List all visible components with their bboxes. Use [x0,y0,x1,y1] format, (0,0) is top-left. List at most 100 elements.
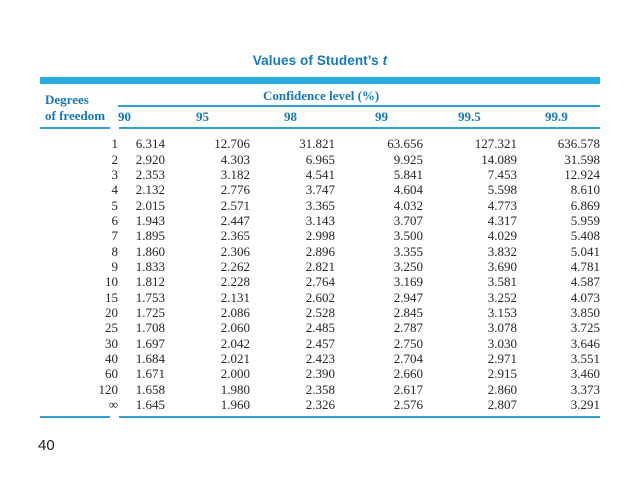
table-row: 10 1.812 2.228 2.764 3.169 3.581 4.587 [40,274,600,289]
df-cell: 9 [111,258,119,274]
t-value-cell: 2.131 [220,289,250,305]
t-value-cell: 1.860 [135,243,165,259]
t-value-cell: 3.500 [393,228,423,244]
t-value-cell: 4.073 [570,289,600,305]
df-cell: 5 [111,197,119,213]
t-value-cell: 2.920 [135,151,165,167]
table-row: 1 6.314 12.706 31.821 63.656 127.321 636.578 [40,136,601,152]
t-value-cell: 1.671 [135,366,165,382]
df-cell: 4 [111,182,119,198]
t-value-cell: 2.602 [305,289,335,305]
t-value-cell: 12.706 [214,136,250,152]
t-value-cell: 2.617 [393,381,423,397]
t-value-cell: 2.998 [305,228,335,244]
t-value-cell: 4.317 [487,212,517,228]
t-value-cell: 3.832 [487,243,517,259]
df-cell: 3 [111,166,119,182]
t-value-cell: 2.262 [220,258,250,274]
column-headers: 90 95 98 99 99.5 99.9 [0,110,638,126]
header-underline-left [40,127,110,129]
t-value-cell: 1.725 [135,304,165,320]
t-value-cell: 4.773 [487,197,517,213]
t-value-cell: 1.943 [135,212,165,228]
table-row: 15 1.753 2.131 2.602 2.947 3.252 4.073 [40,289,600,305]
t-value-cell: 5.408 [570,228,600,244]
t-value-cell: 12.924 [564,166,600,182]
t-value-cell: 1.645 [135,397,165,413]
t-value-cell: 2.660 [393,366,423,382]
t-value-cell: 3.747 [305,182,335,198]
table-row: 120 1.658 1.980 2.358 2.617 2.860 3.373 [40,381,601,397]
t-value-cell: 2.365 [220,228,250,244]
table-row: ∞ 1.645 1.960 2.326 2.576 2.807 3.291 [40,397,600,412]
t-value-cell: 9.925 [393,151,423,167]
t-value-cell: 6.314 [135,136,165,152]
t-value-cell: 4.541 [305,166,335,182]
page-number: 40 [38,437,55,454]
t-value-cell: 3.153 [487,304,517,320]
t-value-cell: 3.250 [393,258,423,274]
table-row: 6 1.943 2.447 3.143 3.707 4.317 5.959 [40,212,601,228]
t-value-cell: 1.708 [135,320,165,336]
t-value-cell: 5.959 [570,212,600,228]
df-cell: 20 [105,304,118,320]
table-row: 3 2.353 3.182 4.541 5.841 7.453 12.924 [40,166,601,182]
t-value-cell: 14.089 [481,151,517,167]
t-value-cell: 2.390 [305,366,335,382]
t-value-cell: 3.182 [220,166,250,182]
column-header: 99 [375,109,388,124]
column-header: 99.5 [458,109,481,124]
t-value-cell: 3.030 [487,335,517,351]
t-value-cell: 5.041 [570,243,600,259]
t-value-cell: 7.453 [487,166,517,182]
t-value-cell: 5.598 [487,182,517,198]
table-row: 20 1.725 2.086 2.528 2.845 3.153 3.850 [40,305,600,320]
t-value-cell: 3.690 [487,258,517,274]
table-row: 25 1.708 2.060 2.485 2.787 3.078 3.725 [40,320,600,335]
t-value-cell: 2.528 [305,304,335,320]
t-value-cell: 6.965 [305,151,335,167]
t-value-cell: 3.646 [570,335,600,351]
t-value-cell: 3.581 [487,274,517,290]
t-value-cell: 8.610 [570,182,600,198]
t-value-cell: 4.032 [393,197,423,213]
t-value-cell: 1.697 [135,335,165,351]
t-value-cell: 3.143 [305,212,335,228]
header-underline-right [119,127,600,129]
t-value-cell: 31.598 [564,151,600,167]
t-value-cell: 31.821 [299,136,335,152]
header-bar-rule [40,77,600,84]
t-value-cell: 1.960 [220,397,250,413]
t-value-cell: 2.021 [220,350,250,366]
t-value-cell: 63.656 [387,136,423,152]
t-value-cell: 4.781 [570,258,600,274]
t-value-cell: 2.576 [393,397,423,413]
degrees-of-freedom-line1: Degrees [45,92,89,107]
t-value-cell: 2.086 [220,304,250,320]
t-value-cell: 1.753 [135,289,165,305]
t-value-cell: 2.132 [135,182,165,198]
confidence-level-header: Confidence level (%) [263,88,380,103]
table-title-text: Values of Student’s [252,53,383,68]
t-value-cell: 1.980 [220,381,250,397]
t-value-cell: 2.326 [305,397,335,413]
table-bottom-rule-left [40,416,110,418]
t-value-cell: 2.571 [220,197,250,213]
t-value-cell: 3.850 [570,304,600,320]
df-cell: 40 [105,350,118,366]
t-value-cell: 3.169 [393,274,423,290]
t-value-cell: 3.355 [393,243,423,259]
t-value-cell: 3.551 [570,350,600,366]
table-row: 40 1.684 2.021 2.423 2.704 2.971 3.551 [40,351,600,366]
t-value-cell: 2.353 [135,166,165,182]
t-value-cell: 2.821 [305,258,335,274]
column-header: 98 [284,109,297,124]
df-cell: 10 [105,274,118,290]
t-value-cell: 127.321 [474,136,517,152]
t-table: 1 6.314 12.706 31.821 63.656 127.321 636.578 2 2… [40,136,601,412]
table-row: 60 1.671 2.000 2.390 2.660 2.915 3.460 [40,366,600,381]
t-value-cell: 3.252 [487,289,517,305]
df-cell: 15 [105,289,118,305]
t-value-cell: 3.291 [570,397,600,413]
